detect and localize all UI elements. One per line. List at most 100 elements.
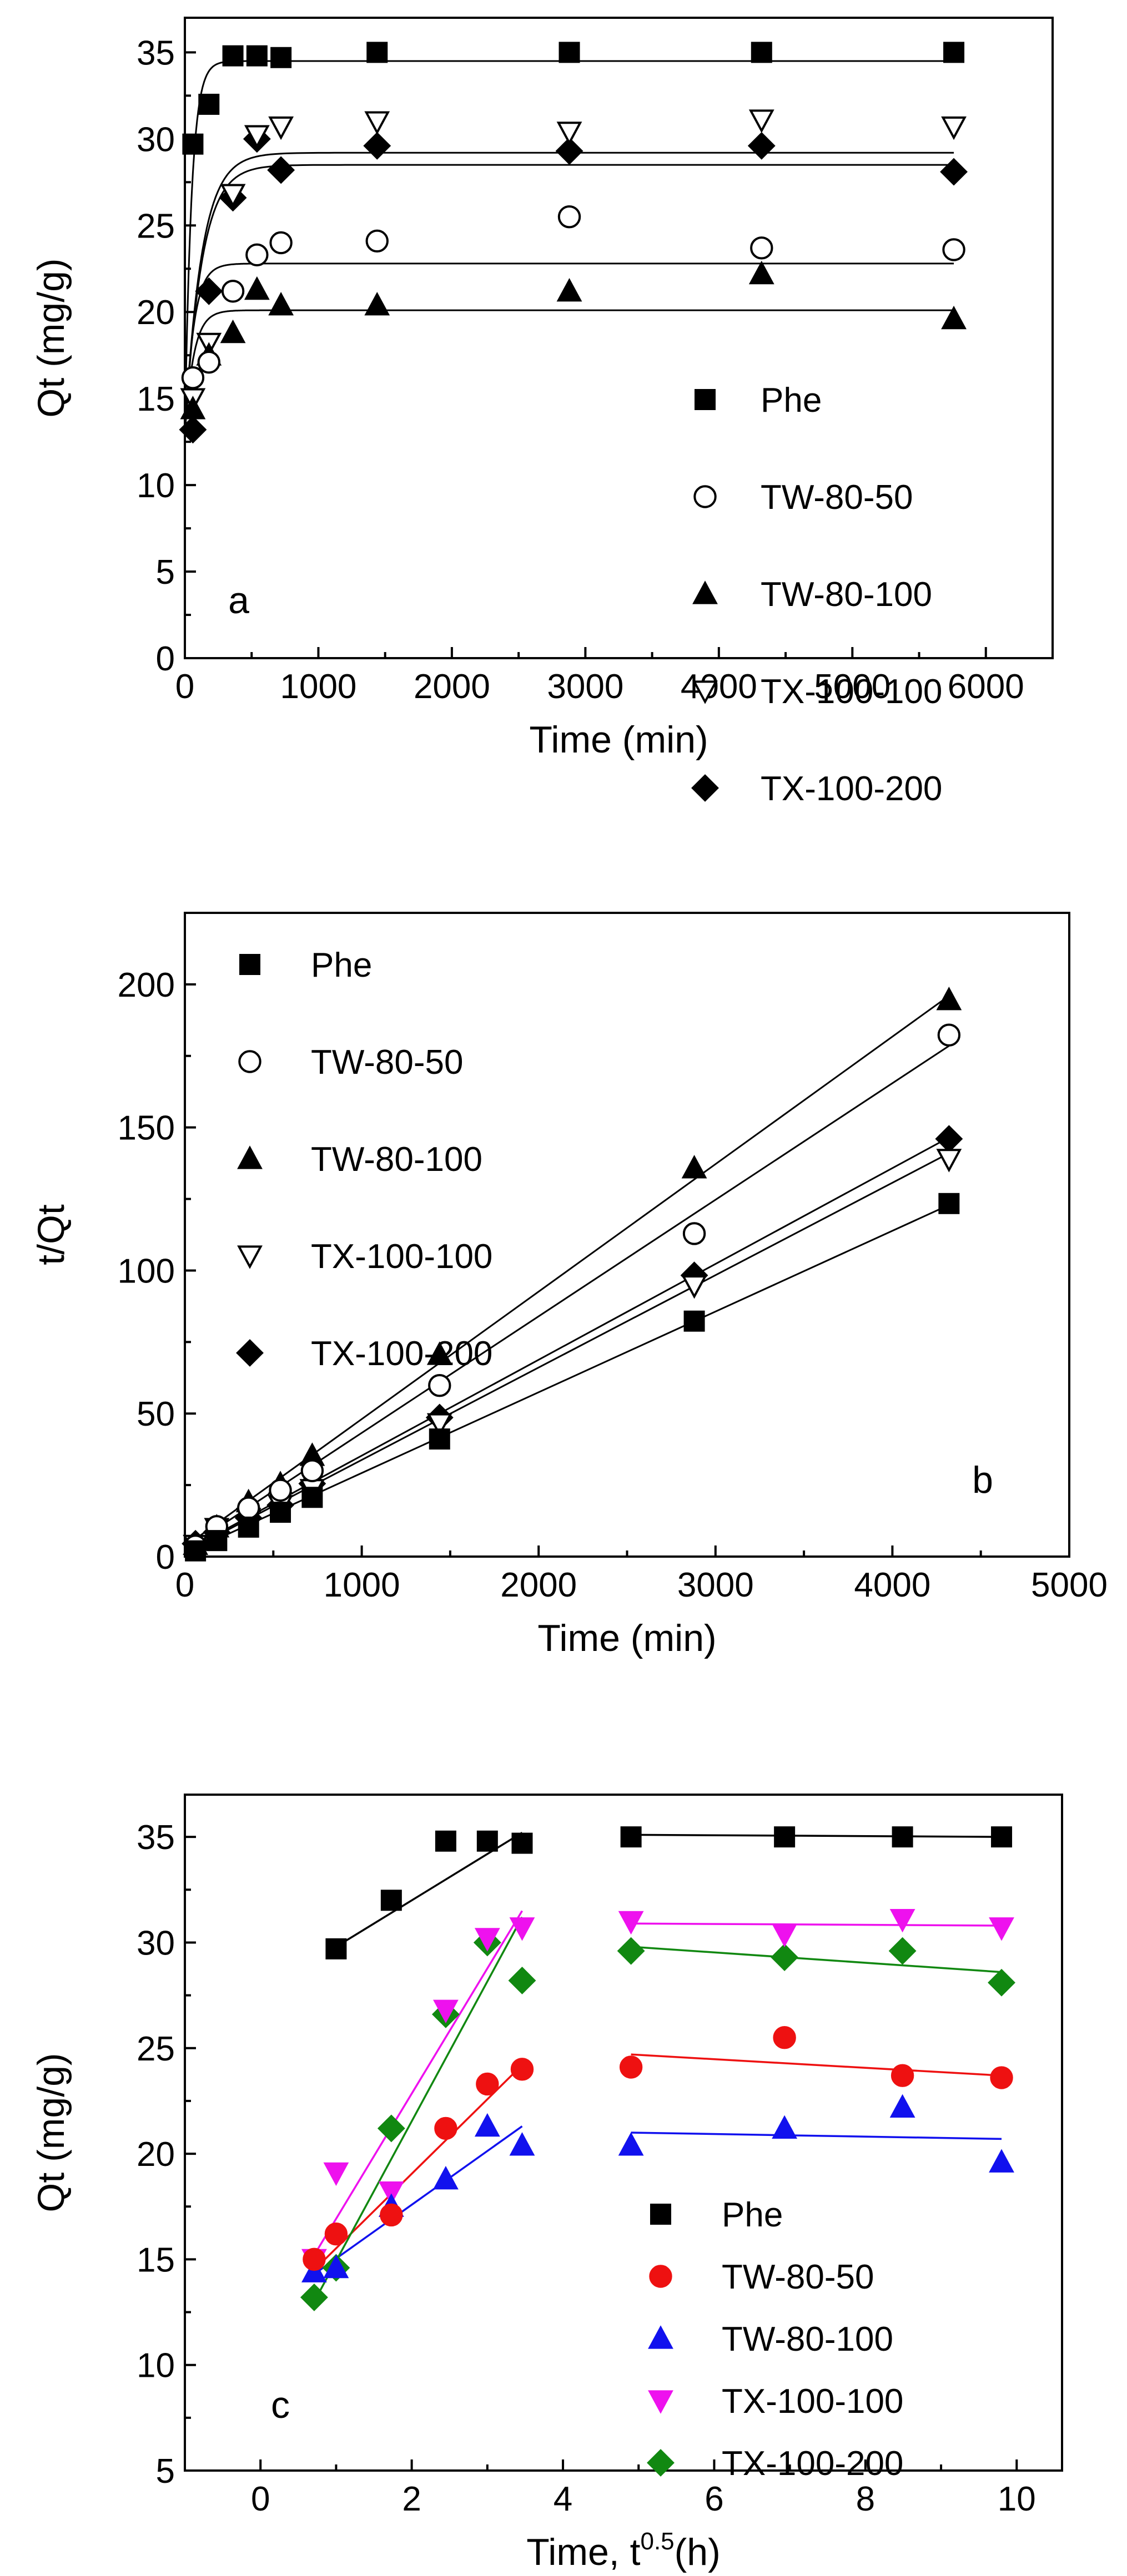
x-tick-label: 0 <box>251 2480 270 2518</box>
data-markers <box>300 1826 1015 2311</box>
y-axis-title: t/Qt <box>30 1204 72 1265</box>
data-point <box>888 1937 917 1965</box>
data-point <box>559 42 580 63</box>
data-point <box>937 1023 961 1047</box>
data-point <box>220 184 246 208</box>
data-point <box>323 2254 349 2279</box>
data-point <box>380 2203 403 2227</box>
data-point <box>301 2259 327 2282</box>
data-point <box>244 125 270 149</box>
data-point <box>989 1917 1014 1941</box>
data-point <box>364 111 390 135</box>
y-tick-label: 20 <box>137 294 175 332</box>
legend-marker <box>237 1245 263 1269</box>
data-point <box>682 1222 706 1245</box>
data-point <box>270 47 292 68</box>
data-point <box>772 2115 798 2139</box>
x-tick-label: 4 <box>554 2480 572 2518</box>
legend-entry: TX-100-200 <box>722 2444 903 2483</box>
y-tick-label: 10 <box>137 467 175 505</box>
legend: Phe TW-80-50 TW-80-100 TX-100-100 TX-100-200 <box>236 946 492 1373</box>
x-tick-label: 1000 <box>280 668 356 706</box>
y-tick-label: 100 <box>118 1252 175 1290</box>
y-tick-label: 50 <box>137 1395 175 1433</box>
fit-curve <box>185 164 954 433</box>
data-point <box>301 1487 323 1508</box>
segment-fit-line <box>631 1946 1002 1973</box>
panel-label: a <box>228 579 249 622</box>
data-point <box>325 1938 347 1959</box>
y-tick-label: 5 <box>156 553 175 592</box>
x-tick-label: 2000 <box>500 1566 577 1604</box>
data-point <box>270 1502 291 1523</box>
data-point <box>180 396 206 420</box>
segment-fit-line <box>313 1910 523 2256</box>
data-point <box>434 2117 457 2140</box>
data-point <box>890 2064 914 2087</box>
legend-entry: TX-100-100 <box>722 2382 903 2421</box>
y-tick-label: 0 <box>156 1538 175 1577</box>
data-point <box>774 1826 796 1848</box>
data-point <box>510 2058 534 2081</box>
data-point <box>244 276 270 300</box>
data-point <box>476 1830 498 1852</box>
data-point <box>936 986 962 1011</box>
x-tick-label: 0 <box>175 668 194 706</box>
legend-entry: TX-100-100 <box>761 673 942 711</box>
data-point <box>773 2026 796 2049</box>
legend-entry: TX-100-200 <box>311 1335 492 1373</box>
legend-marker <box>649 2265 672 2288</box>
legend-marker <box>236 1339 264 1367</box>
x-tick-label: 2000 <box>414 668 490 706</box>
legend-entry: TW-80-100 <box>311 1140 482 1179</box>
y-tick-label: 25 <box>137 2030 175 2068</box>
y-tick-label: 25 <box>137 207 175 245</box>
data-point <box>681 1155 707 1179</box>
x-axis-title-main: Time, t <box>526 2531 640 2573</box>
data-point <box>556 122 582 145</box>
x-axis-title-sup: 0.5 <box>640 2528 674 2555</box>
data-point <box>940 158 968 186</box>
fit-curve <box>185 309 954 433</box>
data-point <box>750 236 773 260</box>
legend-entry: TW-80-50 <box>722 2258 874 2296</box>
fit-curve <box>185 151 954 433</box>
data-point <box>429 1428 450 1450</box>
data-point <box>751 42 772 63</box>
data-point <box>303 2247 326 2271</box>
data-point <box>324 2223 348 2246</box>
legend-marker <box>692 680 718 704</box>
data-point <box>557 205 581 229</box>
legend: Phe TW-80-50 TW-80-100 TX-100-100 TX-100-200 <box>647 2196 903 2483</box>
data-point <box>428 1373 451 1397</box>
data-point <box>222 45 244 67</box>
data-point <box>426 1341 452 1365</box>
y-tick-label: 20 <box>137 2135 175 2174</box>
data-point <box>990 2066 1013 2089</box>
x-tick-label: 6000 <box>948 668 1024 706</box>
data-point <box>938 1193 960 1214</box>
data-point <box>363 132 391 160</box>
legend-marker <box>648 2390 673 2414</box>
y-tick-label: 35 <box>137 34 175 72</box>
segment-fit-line <box>631 1833 1002 1838</box>
legend-marker <box>650 2204 671 2225</box>
x-tick-label: 6 <box>705 2480 723 2518</box>
data-point <box>889 1908 915 1933</box>
data-point <box>323 2162 349 2186</box>
data-point <box>681 1275 707 1299</box>
data-point <box>619 2055 643 2079</box>
data-point <box>991 1826 1013 1848</box>
data-point <box>181 366 205 390</box>
y-tick-label: 30 <box>137 120 175 159</box>
segment-fit-line <box>631 1922 1002 1927</box>
data-point <box>941 116 967 140</box>
data-point <box>936 1149 962 1173</box>
fit-lines <box>185 995 950 1555</box>
data-point <box>246 45 268 67</box>
data-point <box>511 1832 533 1854</box>
data-point <box>378 2181 404 2205</box>
data-point <box>300 1459 324 1483</box>
data-point <box>892 1826 913 1848</box>
x-tick-label: 8 <box>856 2480 875 2518</box>
